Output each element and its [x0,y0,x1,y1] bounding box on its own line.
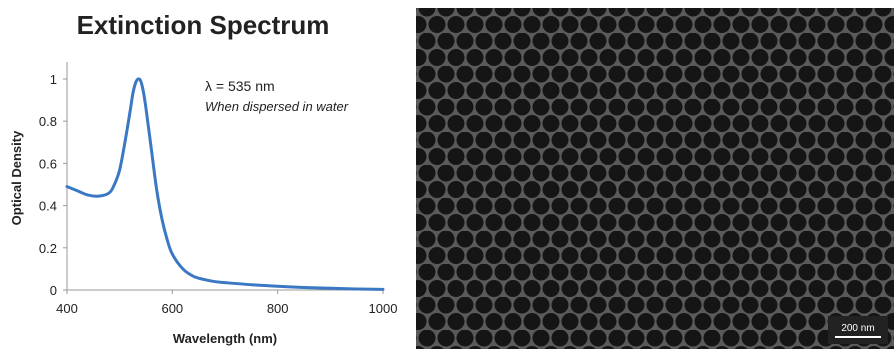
chart-title: Extinction Spectrum [77,10,330,40]
scale-bar-box [828,316,888,344]
y-tick-label: 0.8 [39,114,57,129]
x-tick-label: 600 [161,301,183,316]
x-axis-label: Wavelength (nm) [173,331,277,346]
y-tick-label: 0.2 [39,241,57,256]
tem-micrograph: 200 nm [416,8,894,349]
peak-wavelength-annotation: λ = 535 nm [205,78,275,94]
y-axis-label: Optical Density [9,130,24,225]
series-line [65,77,385,291]
x-tick-group: 400 600 800 1000 [56,290,397,316]
y-tick-label: 1 [50,72,57,87]
x-tick-label: 1000 [369,301,398,316]
x-tick-label: 400 [56,301,78,316]
y-tick-label: 0.6 [39,156,57,171]
dispersion-note: When dispersed in water [205,99,349,114]
y-tick-group: 0 0.2 0.4 0.6 0.8 1 [39,72,67,298]
y-tick-label: 0 [50,283,57,298]
y-tick-label: 0.4 [39,199,57,214]
micrograph-image [416,8,894,349]
scale-bar-label: 200 nm [841,323,874,334]
x-tick-label: 800 [267,301,289,316]
